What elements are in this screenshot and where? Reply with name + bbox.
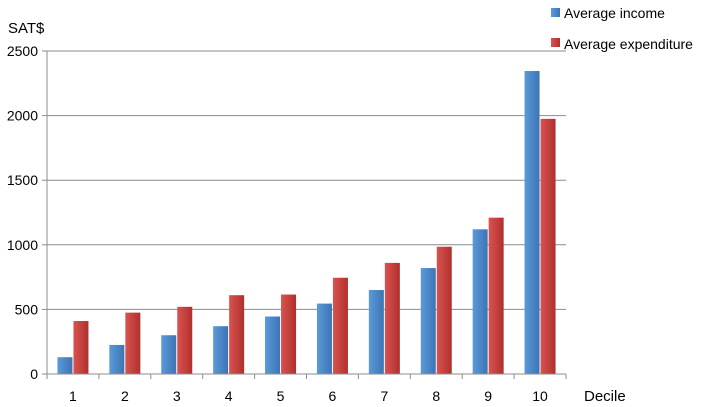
bar-expenditure-decile-6 — [332, 277, 348, 374]
y-axis-title: SAT$ — [8, 20, 45, 37]
y-tick-label-2500: 2500 — [7, 43, 38, 59]
legend-swatch-expenditure — [551, 38, 560, 47]
bar-expenditure-decile-1 — [73, 321, 89, 374]
bar-expenditure-decile-5 — [281, 294, 297, 374]
x-tick-label-4: 4 — [225, 388, 233, 404]
bar-income-decile-3 — [161, 335, 177, 374]
bar-expenditure-decile-4 — [229, 295, 245, 374]
y-tick-label-0: 0 — [30, 366, 38, 382]
x-tick-label-2: 2 — [121, 388, 129, 404]
y-tick-label-500: 500 — [15, 301, 39, 317]
x-tick-label-7: 7 — [380, 388, 388, 404]
bar-income-decile-9 — [472, 229, 488, 374]
y-tick-label-1500: 1500 — [7, 172, 38, 188]
bar-income-decile-7 — [368, 290, 384, 374]
legend: Average income Average expenditure — [551, 5, 693, 52]
bar-expenditure-decile-7 — [384, 262, 400, 374]
legend-label-expenditure: Average expenditure — [564, 36, 693, 52]
x-tick-label-8: 8 — [432, 388, 440, 404]
bar-income-decile-2 — [109, 344, 125, 374]
x-tick-label-3: 3 — [173, 388, 181, 404]
x-tick-label-6: 6 — [329, 388, 337, 404]
y-tick-label-2000: 2000 — [7, 108, 38, 124]
gridlines — [47, 50, 566, 310]
axes: 0 500 1000 1500 2000 2500 1 2 3 4 5 6 7 8 9 10 — [7, 43, 567, 404]
bar-income-decile-8 — [420, 268, 436, 374]
bar-expenditure-decile-9 — [488, 217, 504, 374]
y-tick-label-1000: 1000 — [7, 237, 38, 253]
bar-income-decile-1 — [57, 357, 73, 374]
x-tick-label-9: 9 — [484, 388, 492, 404]
bar-expenditure-decile-3 — [177, 306, 193, 374]
x-tick-label-10: 10 — [532, 388, 548, 404]
legend-swatch-income — [551, 8, 560, 17]
bar-income-decile-4 — [213, 326, 229, 374]
x-tick-label-5: 5 — [277, 388, 285, 404]
bars — [57, 71, 556, 374]
bar-income-decile-6 — [316, 303, 332, 374]
legend-label-income: Average income — [564, 5, 665, 21]
x-tick-label-1: 1 — [69, 388, 77, 404]
bar-income-decile-10 — [524, 71, 540, 374]
bar-income-decile-5 — [265, 316, 281, 374]
bar-expenditure-decile-2 — [125, 312, 141, 374]
bar-expenditure-decile-8 — [436, 246, 452, 374]
x-axis-title: Decile — [584, 388, 626, 405]
bar-expenditure-decile-10 — [540, 118, 556, 374]
